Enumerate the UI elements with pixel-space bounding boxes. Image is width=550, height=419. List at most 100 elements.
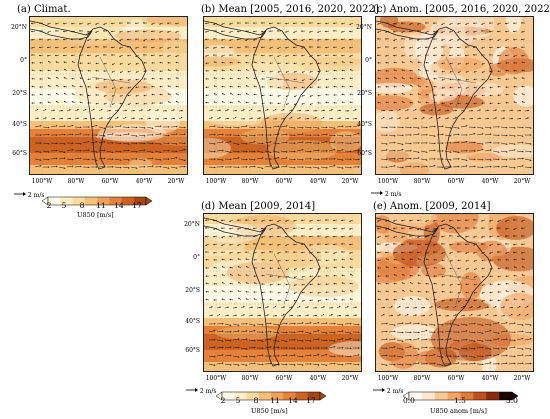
wind-vector-head	[349, 69, 352, 71]
wind-vector-head	[213, 47, 215, 49]
wind-vector-head	[213, 235, 215, 238]
wind-vector-head	[77, 117, 79, 120]
wind-vector-head	[393, 134, 396, 137]
panel-a-map	[29, 16, 188, 175]
wind-vector-head	[481, 127, 484, 129]
wind-vector-head	[470, 314, 473, 316]
wind-vector-head	[293, 235, 295, 237]
lon-label: 60°W	[275, 178, 293, 185]
wind-vector-head	[323, 109, 325, 112]
wind-vector-head	[489, 220, 491, 222]
wind-vector-head	[285, 22, 287, 25]
wind-vector-head	[269, 47, 271, 49]
wind-vector-head	[350, 322, 352, 325]
wind-vector-head	[431, 306, 433, 308]
wind-vector-head	[449, 102, 452, 105]
wind-vector-head	[513, 258, 516, 261]
wind-vector-head	[39, 125, 42, 127]
wind-vector-head	[505, 283, 507, 285]
wind-vector-head	[221, 85, 224, 88]
wind-vector-head	[301, 126, 304, 129]
wind-vector-head	[277, 125, 280, 128]
wind-vector-head	[237, 22, 239, 24]
wind-vector-head	[221, 244, 223, 246]
wind-vector-head	[333, 331, 336, 334]
wind-vector-head	[112, 142, 114, 144]
wind-vector-head	[358, 166, 360, 168]
wind-vector-head	[481, 158, 484, 161]
wind-vector-head	[401, 322, 404, 325]
wind-vector-head	[350, 150, 352, 153]
wind-vector-head	[473, 71, 476, 73]
wind-vector-head	[237, 85, 240, 88]
wind-vector-head	[325, 93, 327, 96]
wind-vector-head	[31, 85, 34, 88]
wind-vector-head	[213, 125, 216, 128]
wind-vector-head	[433, 135, 436, 137]
wind-vector-head	[159, 54, 161, 57]
wind-vector-head	[441, 259, 444, 262]
wind-vector-head	[341, 54, 343, 57]
wind-vector-head	[127, 38, 129, 41]
wind-vector-head	[237, 251, 239, 254]
wind-vector-head	[530, 134, 532, 136]
wind-vector-head	[301, 86, 304, 89]
wind-vector-head	[409, 235, 411, 237]
field-blob	[204, 44, 235, 60]
wind-vector-head	[521, 54, 523, 57]
wind-vector-head	[159, 85, 162, 88]
wind-vector-head	[270, 134, 272, 136]
wind-vector-head	[325, 30, 327, 33]
colorbar-segment	[72, 197, 86, 205]
coastline-central-america	[376, 20, 439, 40]
wind-vector-head	[417, 23, 419, 25]
wind-vector-head	[245, 291, 247, 293]
wind-vector-head	[309, 62, 312, 65]
wind-vector-head	[112, 158, 114, 161]
wind-vector-head	[302, 79, 304, 81]
field-band	[30, 53, 187, 71]
wind-vector-head	[333, 46, 335, 49]
wind-vector-head	[433, 94, 435, 96]
wind-vector-head	[433, 324, 436, 326]
wind-vector-head	[229, 227, 231, 230]
wind-vector-head	[159, 70, 161, 73]
wind-vector-head	[269, 291, 271, 293]
wind-vector-head	[513, 235, 515, 237]
wind-vector-head	[159, 31, 161, 33]
wind-vector-head	[218, 313, 221, 316]
wind-vector-head	[237, 274, 240, 276]
colorbar-tick: 17	[306, 396, 316, 405]
wind-vector-head	[449, 94, 452, 97]
wind-vector-head	[463, 314, 465, 317]
wind-vector-head	[425, 291, 427, 293]
wind-vector-head	[293, 227, 295, 230]
wind-vector-head	[521, 46, 523, 49]
wind-vector-head	[513, 127, 516, 129]
wind-vector-head	[497, 30, 499, 33]
wind-vector-head	[350, 158, 352, 160]
wind-vector-head	[474, 126, 476, 129]
wind-vector-head	[513, 219, 515, 221]
wind-vector-head	[333, 141, 336, 144]
wind-vector-head	[205, 282, 208, 285]
wind-vector-head	[323, 306, 325, 308]
wind-vector-head	[357, 141, 360, 144]
wind-vector-head	[270, 322, 272, 325]
coastline-south-america	[423, 26, 493, 170]
wind-vector-head	[441, 23, 443, 25]
wind-vector-head	[481, 23, 483, 25]
wind-vector-head	[183, 148, 186, 151]
wind-vector-head	[474, 165, 476, 168]
wind-vector-head	[301, 47, 303, 49]
wind-vector-head	[349, 85, 352, 88]
wind-vector-head	[426, 354, 428, 357]
wind-vector-head	[119, 159, 122, 161]
wind-vector-head	[229, 39, 231, 41]
wind-vector-head	[309, 332, 312, 334]
wind-vector-head	[31, 69, 34, 72]
wind-vector-head	[349, 243, 351, 246]
wind-vector-head	[417, 85, 420, 87]
field-band	[204, 236, 361, 250]
wind-vector-head	[301, 30, 303, 32]
